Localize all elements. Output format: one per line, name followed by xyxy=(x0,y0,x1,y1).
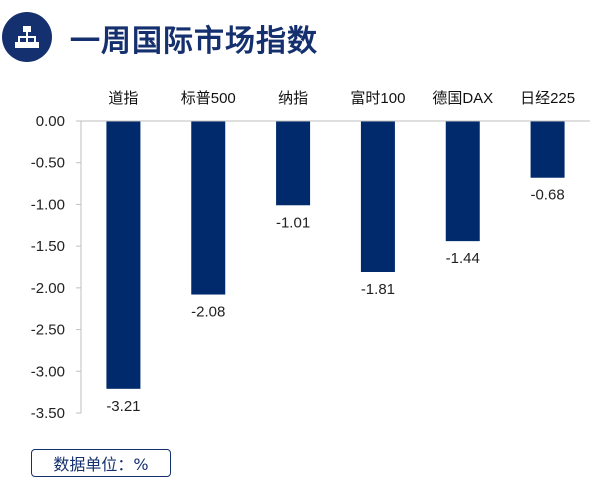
y-tick-label: -1.50 xyxy=(31,238,65,255)
bar xyxy=(276,121,311,206)
bar xyxy=(360,121,395,273)
y-tick-label: -3.00 xyxy=(31,363,65,380)
data-label: -1.81 xyxy=(361,281,395,298)
data-label: -0.68 xyxy=(530,187,564,204)
category-label: 纳指 xyxy=(278,90,308,107)
y-tick-label: 0.00 xyxy=(36,113,65,130)
y-tick-label: -3.50 xyxy=(31,405,65,422)
category-label: 道指 xyxy=(108,90,138,107)
y-tick-label: -0.50 xyxy=(31,155,65,172)
data-label: -3.21 xyxy=(106,398,140,415)
header: 一周国际市场指数 xyxy=(0,0,600,75)
org-chart-icon xyxy=(2,12,52,62)
data-label: -1.01 xyxy=(276,214,310,231)
unit-note: 数据单位：% xyxy=(31,449,171,477)
data-label: -2.08 xyxy=(191,304,225,321)
category-label: 日经225 xyxy=(520,90,575,107)
data-label: -1.44 xyxy=(446,250,480,267)
category-label: 标普500 xyxy=(181,90,236,107)
category-label: 德国DAX xyxy=(432,89,493,107)
category-label: 富时100 xyxy=(350,89,405,107)
bar xyxy=(106,121,141,389)
bar xyxy=(445,121,480,242)
bar xyxy=(530,121,565,178)
bar xyxy=(191,121,226,295)
y-tick-label: -2.00 xyxy=(31,280,65,297)
y-tick-label: -1.00 xyxy=(31,196,65,213)
y-tick-label: -2.50 xyxy=(31,322,65,339)
page-title: 一周国际市场指数 xyxy=(70,24,318,59)
